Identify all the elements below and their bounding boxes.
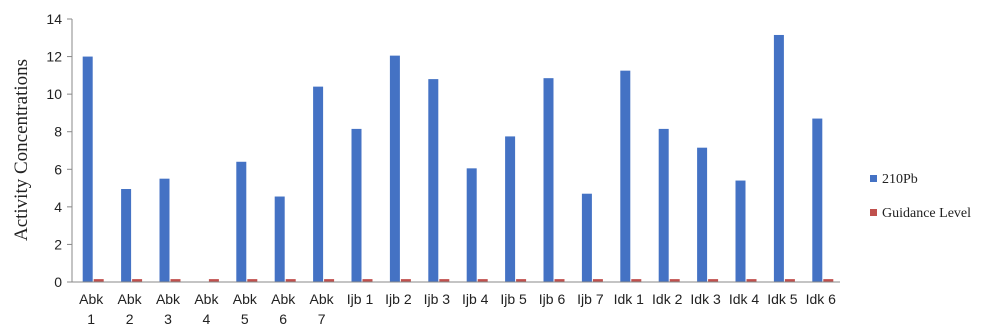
x-tick-label: 3 xyxy=(164,311,172,327)
x-axis-ticks: Abk 1 Abk 2 Abk 3 Abk 4 Abk 5 Abk 6 Abk 7 Ijb 1 Ijb 2 Ij… xyxy=(79,291,836,327)
bar-210pb xyxy=(428,79,439,282)
bar-210pb xyxy=(389,55,400,282)
bar-210pb xyxy=(581,193,592,282)
x-tick-label: Idk 5 xyxy=(767,291,798,307)
x-tick-label: Idk 3 xyxy=(690,291,721,307)
legend: 210Pb Guidance Level xyxy=(870,172,971,221)
bar-210pb xyxy=(697,147,708,282)
x-tick-label: 1 xyxy=(87,311,95,327)
x-tick-label: Abk xyxy=(271,291,296,307)
bar-guidance-level xyxy=(516,279,527,282)
x-tick-label: 6 xyxy=(279,311,287,327)
y-tick-label: 6 xyxy=(54,161,62,177)
y-tick-label: 0 xyxy=(54,274,62,290)
x-tick-label: Ijb 1 xyxy=(347,291,374,307)
bar-210pb xyxy=(658,128,669,282)
bar-guidance-level xyxy=(324,279,335,282)
bar-210pb xyxy=(159,178,170,282)
y-tick-label: 14 xyxy=(46,11,62,27)
bar-guidance-level xyxy=(631,279,642,282)
bar-guidance-level xyxy=(746,279,757,282)
bar-210pb xyxy=(735,180,746,282)
x-tick-label: Ijb 7 xyxy=(577,291,604,307)
bar-guidance-level xyxy=(362,279,373,282)
x-tick-label: 4 xyxy=(203,311,211,327)
x-tick-label: Idk 2 xyxy=(652,291,683,307)
y-axis-title: Activity Concentrations xyxy=(11,59,32,241)
bar-guidance-level xyxy=(708,279,719,282)
x-tick-label: Idk 1 xyxy=(614,291,645,307)
bar-210pb xyxy=(543,78,554,282)
bar-guidance-level xyxy=(439,279,450,282)
bar-guidance-level xyxy=(592,279,603,282)
bar-210pb xyxy=(351,128,362,282)
bar-guidance-level xyxy=(132,279,143,282)
x-tick-label: 5 xyxy=(241,311,249,327)
bar-210pb xyxy=(313,86,324,282)
bar-210pb xyxy=(466,168,477,282)
x-tick-label: Ijb 2 xyxy=(385,291,412,307)
bar-210pb xyxy=(505,136,516,282)
legend-swatch xyxy=(870,175,877,182)
bar-guidance-level xyxy=(247,279,258,282)
y-tick-label: 2 xyxy=(54,236,62,252)
x-tick-label: Abk xyxy=(118,291,143,307)
y-tick-label: 10 xyxy=(46,86,62,102)
bars xyxy=(82,34,834,283)
bar-210pb xyxy=(773,34,784,282)
bar-guidance-level xyxy=(669,279,680,282)
x-tick-label: 7 xyxy=(318,311,326,327)
bar-210pb xyxy=(274,196,285,282)
legend-swatch xyxy=(870,209,877,216)
bar-guidance-level xyxy=(400,279,411,282)
bar-guidance-level xyxy=(554,279,565,282)
y-tick-label: 4 xyxy=(54,199,62,215)
bar-guidance-level xyxy=(823,279,834,282)
x-tick-label: Abk xyxy=(233,291,258,307)
x-tick-label: Abk xyxy=(310,291,335,307)
x-tick-label: Ijb 6 xyxy=(539,291,566,307)
x-tick-label: Idk 6 xyxy=(806,291,837,307)
legend-label: 210Pb xyxy=(882,172,918,187)
x-tick-label: Abk xyxy=(156,291,181,307)
bar-210pb xyxy=(82,56,93,283)
bar-guidance-level xyxy=(784,279,795,282)
bar-guidance-level xyxy=(208,279,219,282)
bar-210pb xyxy=(121,189,132,282)
x-tick-label: Idk 4 xyxy=(729,291,760,307)
bar-210pb xyxy=(236,161,247,282)
bar-210pb xyxy=(812,118,823,282)
bar-guidance-level xyxy=(285,279,296,282)
legend-label: Guidance Level xyxy=(882,206,971,221)
bar-guidance-level xyxy=(93,279,104,282)
bar-210pb xyxy=(620,70,631,283)
x-tick-label: Abk xyxy=(79,291,104,307)
bar-guidance-level xyxy=(170,279,181,282)
y-tick-label: 12 xyxy=(46,49,62,65)
bar-guidance-level xyxy=(477,279,488,282)
y-axis-ticks: 0 2 4 6 8 10 12 14 xyxy=(46,11,72,290)
x-tick-label: Ijb 4 xyxy=(462,291,489,307)
x-tick-label: Abk xyxy=(194,291,219,307)
x-tick-label: 2 xyxy=(126,311,134,327)
x-tick-label: Ijb 3 xyxy=(424,291,451,307)
x-tick-label: Ijb 5 xyxy=(500,291,527,307)
y-tick-label: 8 xyxy=(54,124,62,140)
